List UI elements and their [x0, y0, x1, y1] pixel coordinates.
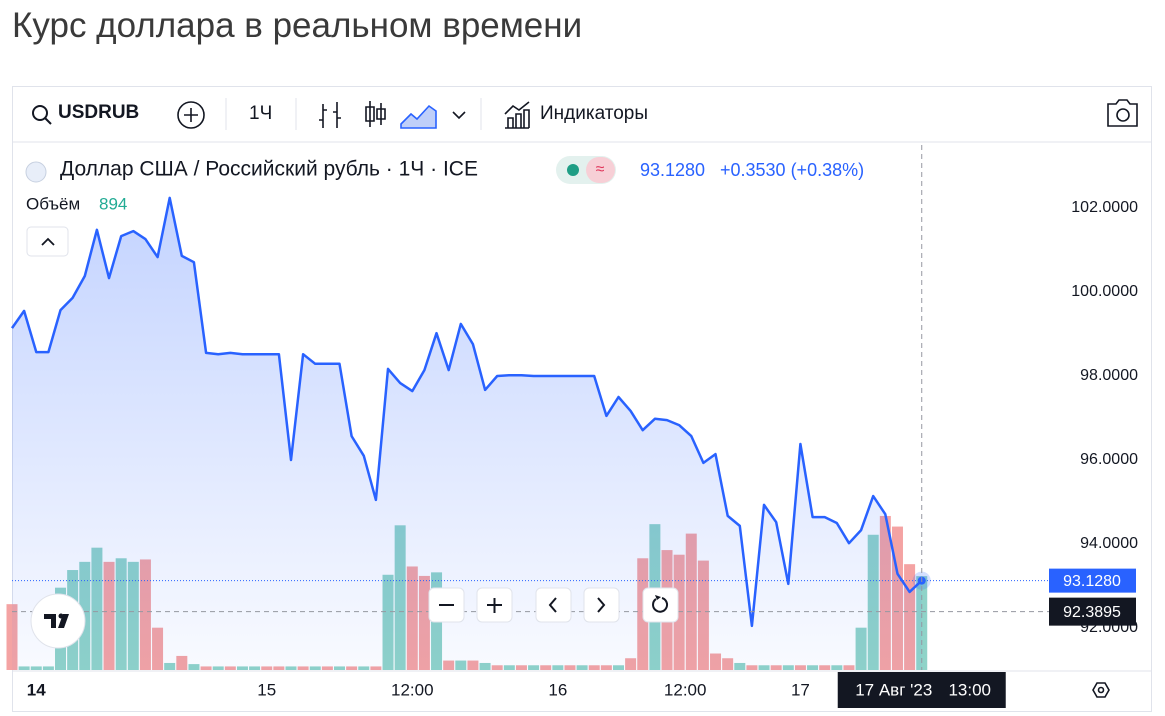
- legend-price: 93.1280: [640, 160, 705, 180]
- symbol[interactable]: USDRUB: [58, 102, 139, 123]
- x-tick-label: 17: [791, 680, 810, 699]
- bars-icon[interactable]: [319, 102, 341, 128]
- x-tick-label: 16: [548, 680, 567, 699]
- flag-icon: [25, 161, 47, 183]
- nav-controls: [30, 587, 1110, 698]
- volume-value: 894: [99, 194, 127, 213]
- y-tick-label: 96.0000: [1080, 451, 1138, 468]
- y-tick-label: 102.0000: [1071, 199, 1138, 216]
- tv-logo[interactable]: [30, 593, 86, 649]
- y-tick-label: 94.0000: [1080, 535, 1138, 552]
- collapse-button[interactable]: [26, 226, 69, 257]
- reset[interactable]: [642, 587, 679, 623]
- indicators[interactable]: Индикаторы: [540, 103, 648, 124]
- crosshair-date: 17 Авг '23: [855, 680, 932, 699]
- candles-icon[interactable]: [365, 101, 386, 127]
- legend-title: Доллар США / Российский рубль · 1Ч · ICE: [60, 158, 478, 181]
- screenshot-button[interactable]: [1107, 99, 1138, 127]
- current-price-label: 93.1280: [1063, 573, 1121, 590]
- area-icon[interactable]: [400, 104, 437, 129]
- y-tick-label: 100.0000: [1071, 283, 1138, 300]
- x-tick-label: 12:00: [391, 680, 434, 699]
- area: [12, 197, 922, 670]
- interval[interactable]: 1Ч: [249, 103, 272, 124]
- svg-text:≈: ≈: [596, 161, 605, 178]
- scroll-left[interactable]: [535, 587, 572, 623]
- compare-button[interactable]: [177, 101, 205, 129]
- volume-label: Объём: [26, 194, 80, 213]
- legend: Доллар США / Российский рубль · 1Ч · ICE…: [25, 156, 864, 257]
- current-price-box: [1049, 568, 1136, 593]
- chart-type-menu[interactable]: [452, 111, 466, 120]
- crosshair-price-box: [1049, 597, 1136, 626]
- search-icon[interactable]: [32, 105, 48, 121]
- y-tick-label: 98.0000: [1080, 367, 1138, 384]
- legend-change: +0.3530 (+0.38%): [720, 160, 864, 180]
- page-title: Курс доллара в реальном времени: [12, 6, 583, 45]
- toolbar: USDRUB 1Ч Индикаторы: [13, 98, 1151, 143]
- x-tick-label: 12:00: [664, 680, 707, 699]
- crosshair-time: 13:00: [948, 680, 991, 699]
- settings[interactable]: [1092, 682, 1110, 698]
- x-tick-label: 14: [27, 680, 46, 699]
- x-tick-label: 15: [257, 680, 276, 699]
- crosshair-price-label: 92.3895: [1063, 604, 1121, 621]
- crosshair-time-box: [837, 672, 1006, 708]
- scroll-right[interactable]: [583, 587, 620, 623]
- indicators-icon[interactable]: [504, 101, 530, 129]
- price-line: [10, 196, 923, 628]
